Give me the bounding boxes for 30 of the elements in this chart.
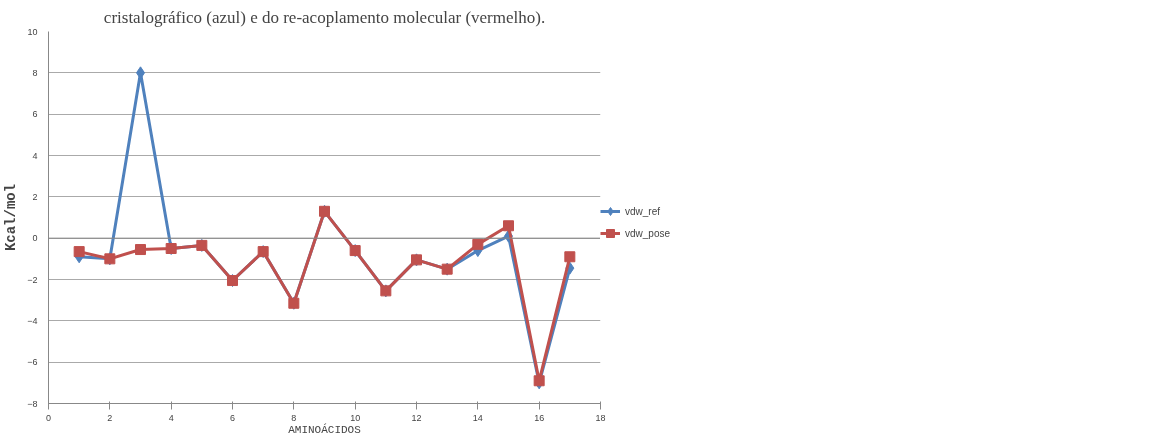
y-tick-label: −6 [27, 357, 38, 368]
y-axis-title: Kcal/mol [3, 183, 20, 252]
chart-title: cristalográfico (azul) e do re-acoplamento molecular (vermelho). [103, 7, 546, 27]
y-tick-label: 8 [32, 67, 38, 78]
x-tick-label: 4 [168, 412, 174, 423]
legend-label: vdw_pose [625, 227, 671, 239]
x-tick-label: 16 [534, 412, 545, 423]
x-tick-label: 8 [291, 412, 297, 423]
x-tick-label: 18 [595, 412, 606, 423]
point [73, 246, 85, 258]
x-tick-label: 14 [472, 412, 483, 423]
x-tick-label: 10 [350, 412, 361, 423]
y-tick-label: 4 [32, 150, 38, 161]
x-tick-label: 0 [46, 412, 52, 423]
point [135, 244, 146, 256]
y-tick-label: −4 [27, 315, 38, 326]
y-tick-label: 10 [27, 26, 38, 37]
y-tick-label: 6 [32, 109, 38, 120]
x-tick-label: 6 [230, 412, 236, 423]
x-tick-label: 12 [411, 412, 422, 423]
y-tick-label: −2 [27, 274, 38, 285]
y-tick-label: 2 [32, 191, 38, 202]
x-tick-label: 2 [107, 412, 113, 423]
point [564, 251, 576, 263]
y-tick-label: −8 [27, 398, 38, 409]
point [503, 220, 514, 232]
x-axis-title: AMINOÁCIDOS [288, 422, 362, 436]
y-tick-label: 0 [32, 233, 38, 244]
point [472, 238, 484, 250]
legend-label: vdw_ref [625, 205, 661, 217]
